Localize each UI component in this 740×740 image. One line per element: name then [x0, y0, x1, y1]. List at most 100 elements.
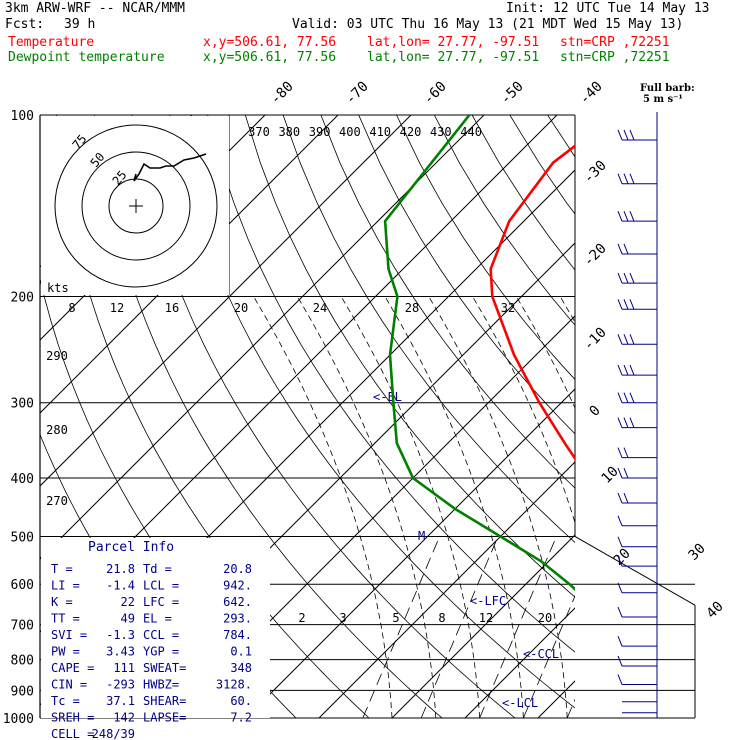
wind-barb-flag — [629, 417, 635, 428]
mixing-label-lower: 5 — [392, 611, 399, 625]
barb-note: Full barb: — [640, 83, 695, 94]
dry-adiabat — [244, 115, 575, 598]
wind-barb-flag — [623, 447, 629, 458]
parcel-row-label: EL = — [143, 612, 172, 626]
wind-barb-flag — [629, 173, 635, 184]
legend-dewpoint: Dewpoint temperature — [8, 50, 165, 65]
wind-barb-flag — [629, 364, 635, 376]
mixing-ratio-line — [479, 536, 557, 718]
parcel-row-value: 3.43 — [106, 645, 135, 659]
mixing-label-lower: 12 — [479, 611, 493, 625]
level-annotation: M — [418, 529, 425, 543]
wind-barb-flag — [623, 364, 629, 376]
moist-adiabat — [297, 296, 437, 718]
isotherm-label: -10 — [581, 325, 610, 354]
hodograph-trace — [133, 153, 207, 182]
isotherm — [172, 315, 575, 718]
isotherm — [391, 534, 575, 718]
parcel-row-value: -1.4 — [106, 579, 135, 593]
wind-barb-flag — [617, 555, 623, 567]
forecast-hour: 39 h — [64, 17, 96, 32]
dry-adiabat — [433, 115, 575, 326]
parcel-row-value: 784. — [223, 628, 252, 642]
parcel-row-value: 49 — [121, 612, 135, 626]
isotherm-label: -20 — [581, 241, 610, 270]
pressure-label-300: 300 — [11, 397, 34, 412]
parcel-row-value: 20.8 — [223, 562, 252, 576]
isotherm-label: 10 — [599, 464, 622, 487]
mixing-label-upper: 16 — [165, 301, 179, 315]
parcel-row-value: -293 — [106, 678, 135, 692]
wind-barb-flag — [623, 467, 629, 479]
parcel-row-value: 642. — [223, 595, 252, 609]
hodograph-ring — [54, 124, 218, 288]
wind-barb-flag — [623, 129, 629, 141]
wind-barb-flag — [617, 515, 623, 526]
isotherm — [40, 115, 485, 560]
parcel-row-label: CAPE = — [51, 661, 94, 675]
parcel-row-label: SWEAT= — [143, 661, 186, 675]
mixing-label-upper: 28 — [405, 301, 419, 315]
mixing-label-lower: 3 — [339, 611, 346, 625]
barb-note-units: 5 m s⁻¹ — [643, 94, 683, 105]
wind-barb-flag — [617, 129, 623, 141]
mixing-label-upper: 20 — [234, 301, 248, 315]
wind-barb-flag — [617, 447, 623, 458]
wind-barb-flag — [617, 364, 623, 376]
temperature-trace — [489, 144, 575, 461]
wind-barb-flag — [629, 334, 635, 345]
pressure-label-600: 600 — [11, 578, 34, 593]
wind-barb-flag — [617, 392, 623, 403]
wind-barb-flag — [617, 492, 623, 504]
mixing-label-lower: 8 — [438, 611, 445, 625]
parcel-row-value: 21.8 — [106, 562, 135, 576]
mixing-label-lower: 2 — [298, 611, 305, 625]
mixing-ratio-line — [523, 595, 575, 718]
theta-label: 420 — [400, 125, 422, 139]
dry-adiabat — [585, 115, 740, 718]
theta-side-label: 290 — [46, 349, 68, 363]
parcel-row-label: SVI = — [51, 628, 87, 642]
dry-adiabat — [207, 115, 575, 653]
theta-label: 440 — [460, 125, 482, 139]
legend-temp-latlon: lat,lon= 27.77, -97.51 — [367, 35, 540, 50]
forecast-label: Fcst: — [5, 17, 45, 32]
isotherm-label: 0 — [587, 403, 604, 420]
isotherm-label: 30 — [686, 541, 709, 564]
parcel-row-value: 60. — [230, 694, 252, 708]
wind-barb-flag — [629, 392, 635, 403]
wind-barb-flag — [617, 210, 623, 222]
wind-barbs — [617, 112, 658, 718]
dry-adiabat — [623, 115, 740, 718]
hodograph-ring — [81, 151, 191, 261]
wind-barb-flag — [623, 392, 629, 403]
isotherm-label: 40 — [704, 599, 727, 622]
parcel-row-value: 248/39 — [92, 727, 135, 740]
theta-label: 380 — [278, 125, 300, 139]
isotherm-label: -60 — [421, 79, 450, 108]
isotherm — [40, 115, 412, 487]
pressure-label-100: 100 — [11, 109, 34, 124]
frame-bevel — [574, 536, 696, 606]
parcel-row-label: Tc = — [51, 694, 80, 708]
wind-barb-flag — [617, 467, 623, 479]
wind-barb-flag — [617, 635, 623, 647]
theta-side-label: 270 — [46, 494, 68, 508]
pressure-label-800: 800 — [11, 654, 34, 669]
moist-adiabat — [559, 296, 575, 323]
parcel-row-label: T = — [51, 562, 73, 576]
theta-label: 430 — [430, 125, 452, 139]
parcel-row-label: TT = — [51, 612, 80, 626]
theta-label: 400 — [339, 125, 361, 139]
dry-adiabat — [93, 115, 443, 718]
parcel-row-label: SHEAR= — [143, 694, 186, 708]
isotherm-label: -70 — [343, 79, 372, 108]
wind-barb-flag — [617, 243, 623, 255]
dry-adiabat — [737, 115, 740, 718]
dry-adiabat — [396, 115, 575, 381]
parcel-row-value: 22 — [121, 595, 135, 609]
mixing-label-upper: 12 — [110, 301, 124, 315]
theta-label: 370 — [248, 125, 270, 139]
